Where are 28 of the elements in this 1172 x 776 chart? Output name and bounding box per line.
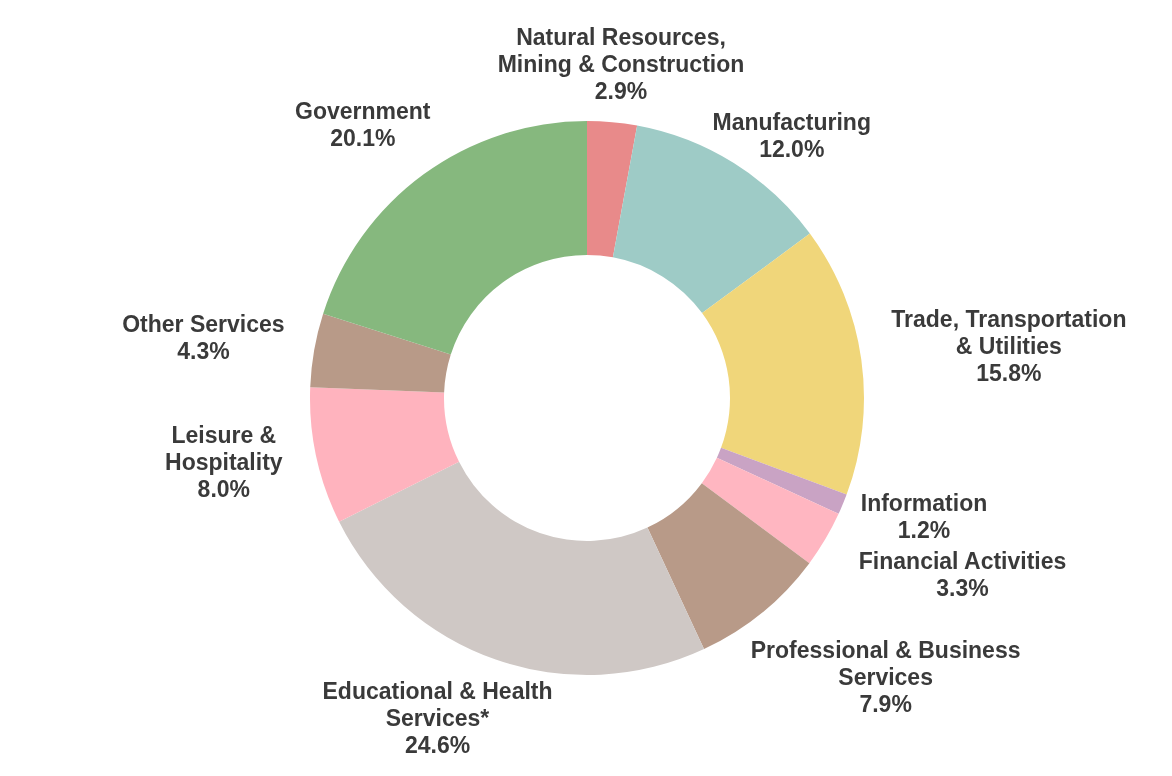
donut-slice [339,461,705,675]
slice-label: Information [860,490,988,517]
donut-slice [587,121,638,258]
data-label: 3.3% [936,575,989,602]
data-label: 12.0% [759,136,825,163]
slice-label: Other Services [122,310,285,337]
slice-label: Manufacturing [712,109,871,136]
data-label: 20.1% [330,124,396,151]
slice-label: Financial Activities [858,548,1067,575]
data-label: 4.3% [177,337,230,364]
slice-label: Educational & Health Services* [322,678,553,732]
data-label: 8.0% [197,476,251,503]
donut-slice [323,121,587,355]
donut-slice [701,457,839,564]
slice-label: Trade, Transportation & Utilities [891,306,1127,360]
slice-label: Natural Resources, Mining & Construction [497,24,745,78]
data-label: 24.6% [404,732,471,759]
slice-label: Government [295,97,431,124]
donut-slice [716,447,847,514]
data-label: 15.8% [976,360,1042,387]
data-label: 1.2% [897,517,951,544]
data-label: 2.9% [594,78,648,105]
slice-label: Professional & Business Services [750,636,1021,690]
donut-slice [310,387,460,522]
donut-slice [310,313,451,393]
slice-label: Leisure & Hospitality [165,422,283,476]
data-label: 7.9% [859,690,912,717]
donut-slice [702,233,864,495]
